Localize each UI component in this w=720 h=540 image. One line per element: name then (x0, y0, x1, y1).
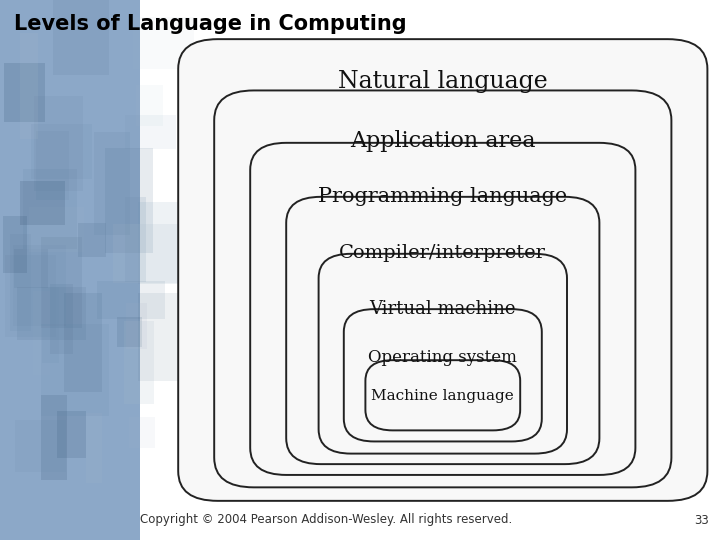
FancyBboxPatch shape (94, 132, 130, 235)
FancyBboxPatch shape (17, 287, 86, 340)
FancyBboxPatch shape (126, 303, 147, 349)
FancyBboxPatch shape (19, 181, 65, 225)
FancyBboxPatch shape (138, 293, 192, 381)
FancyBboxPatch shape (50, 284, 73, 354)
Text: Virtual machine: Virtual machine (369, 300, 516, 318)
FancyBboxPatch shape (251, 143, 636, 475)
FancyBboxPatch shape (117, 317, 143, 347)
FancyBboxPatch shape (14, 249, 48, 288)
FancyBboxPatch shape (34, 96, 84, 191)
Text: Operating system: Operating system (369, 349, 517, 366)
FancyBboxPatch shape (124, 321, 154, 404)
Text: 33: 33 (695, 514, 709, 526)
FancyBboxPatch shape (179, 39, 707, 501)
Text: Natural language: Natural language (338, 70, 548, 93)
FancyBboxPatch shape (287, 197, 599, 464)
FancyBboxPatch shape (105, 147, 153, 253)
FancyBboxPatch shape (33, 291, 50, 375)
Text: Copyright © 2004 Pearson Addison-Wesley. All rights reserved.: Copyright © 2004 Pearson Addison-Wesley.… (140, 514, 513, 526)
FancyBboxPatch shape (41, 324, 109, 416)
FancyBboxPatch shape (125, 197, 146, 282)
FancyBboxPatch shape (125, 115, 176, 149)
FancyBboxPatch shape (14, 245, 66, 326)
FancyBboxPatch shape (15, 420, 66, 472)
FancyBboxPatch shape (344, 309, 541, 442)
FancyBboxPatch shape (0, 0, 140, 540)
FancyBboxPatch shape (78, 222, 107, 257)
FancyBboxPatch shape (4, 255, 55, 337)
FancyBboxPatch shape (136, 85, 163, 126)
Text: Levels of Language in Computing: Levels of Language in Computing (14, 14, 407, 33)
FancyBboxPatch shape (31, 124, 92, 179)
FancyBboxPatch shape (64, 293, 102, 392)
FancyBboxPatch shape (130, 417, 155, 448)
FancyBboxPatch shape (133, 17, 194, 69)
FancyBboxPatch shape (4, 63, 45, 122)
FancyBboxPatch shape (22, 169, 77, 249)
FancyBboxPatch shape (30, 207, 84, 252)
FancyBboxPatch shape (57, 411, 86, 458)
Text: Programming language: Programming language (318, 187, 567, 206)
Text: Compiler/interpreter: Compiler/interpreter (339, 244, 546, 262)
FancyBboxPatch shape (86, 414, 102, 483)
FancyBboxPatch shape (365, 360, 520, 430)
FancyBboxPatch shape (41, 395, 67, 480)
FancyBboxPatch shape (97, 281, 166, 319)
FancyBboxPatch shape (138, 202, 202, 285)
FancyBboxPatch shape (19, 32, 38, 139)
FancyBboxPatch shape (53, 0, 109, 75)
FancyBboxPatch shape (36, 131, 68, 200)
Text: Machine language: Machine language (372, 389, 514, 403)
FancyBboxPatch shape (319, 254, 567, 454)
Text: Application area: Application area (350, 130, 536, 152)
FancyBboxPatch shape (215, 90, 671, 487)
FancyBboxPatch shape (3, 216, 27, 273)
FancyBboxPatch shape (113, 224, 184, 283)
FancyBboxPatch shape (42, 287, 59, 363)
FancyBboxPatch shape (10, 234, 32, 331)
FancyBboxPatch shape (41, 237, 81, 328)
